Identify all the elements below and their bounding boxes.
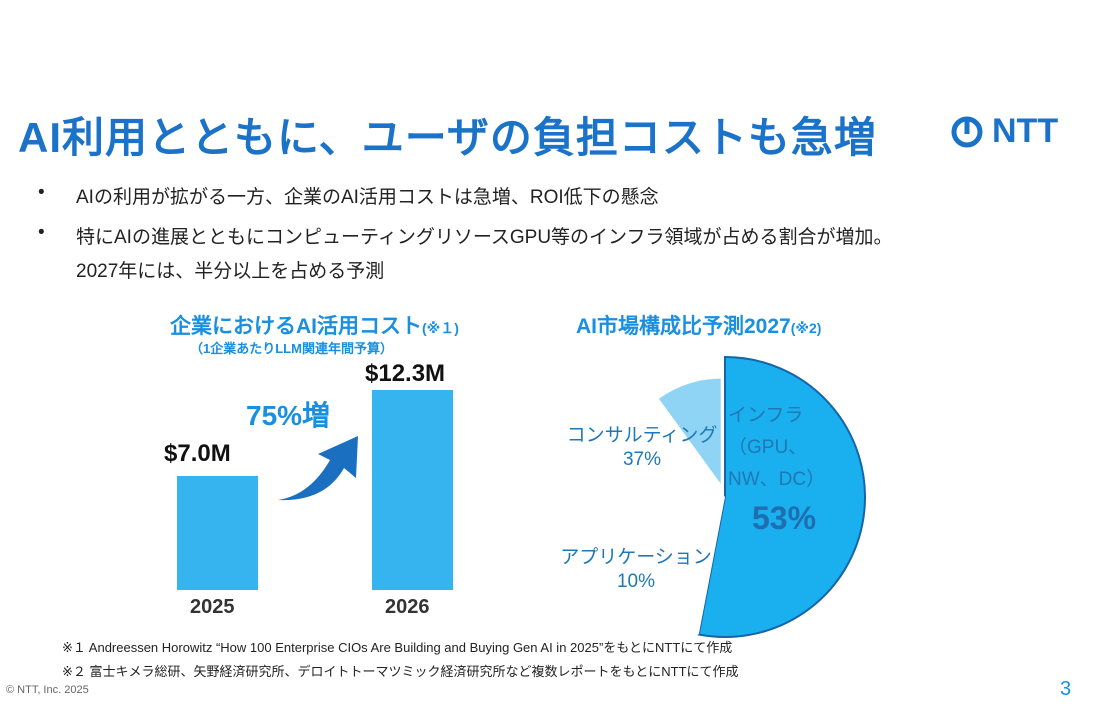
pie-value-infra: 53%	[752, 500, 817, 536]
pie-slice-1	[585, 383, 725, 635]
bullet-marker: •	[38, 182, 45, 203]
pie-chart-title: AI市場構成比予測2027(※2)	[576, 315, 822, 338]
growth-annotation: 75%増	[246, 400, 331, 431]
copyright: © NTT, Inc. 2025	[6, 684, 89, 696]
growth-arrow-icon	[278, 436, 358, 501]
logo-text: NTT	[992, 112, 1059, 150]
footnote-2: ※２ 富士キメラ総研、矢野経済研究所、デロイトトーマツミック経済研究所など複数レ…	[62, 664, 739, 679]
bar-2025	[177, 476, 258, 590]
bar-2026	[372, 390, 453, 590]
page-number: 3	[1060, 678, 1072, 700]
bullet-marker: •	[38, 222, 45, 243]
x-tick-2026: 2026	[385, 596, 430, 618]
pie-slice-0	[697, 355, 866, 638]
pie-chart	[585, 355, 866, 638]
bar-chart-subtitle: （1企業あたりLLM関連年間予算）	[190, 341, 393, 356]
slide-title: AI利用とともに、ユーザの負担コストも急増	[18, 114, 877, 161]
x-tick-2025: 2025	[190, 596, 235, 618]
pie-label-application: アプリケーション 10%	[560, 547, 712, 592]
pie-slice-2	[658, 378, 721, 484]
bar-value-label-2026: $12.3M	[365, 360, 446, 387]
pie-label-consulting: コンサルティング 37%	[566, 425, 718, 470]
pie-label-infra: インフラ （GPU、 NW、DC）	[728, 405, 826, 490]
ntt-logo: NTT	[950, 112, 1058, 151]
footnote-1: ※１ Andreessen Horowitz “How 100 Enterpri…	[62, 640, 733, 655]
bullet-1: AIの利用が拡がる一方、企業のAI活用コストは急増、ROI低下の懸念	[76, 187, 659, 208]
ntt-logo-icon	[951, 116, 983, 147]
bar-value-label-2025: $7.0M	[164, 440, 231, 467]
bar-chart-title: 企業におけるAI活用コスト(※１)	[170, 315, 459, 338]
bullet-2: 特にAIの進展とともにコンピューティングリソースGPU等のインフラ領域が占める割…	[76, 227, 893, 248]
bullet-2-cont: 2027年には、半分以上を占める予測	[76, 261, 385, 282]
